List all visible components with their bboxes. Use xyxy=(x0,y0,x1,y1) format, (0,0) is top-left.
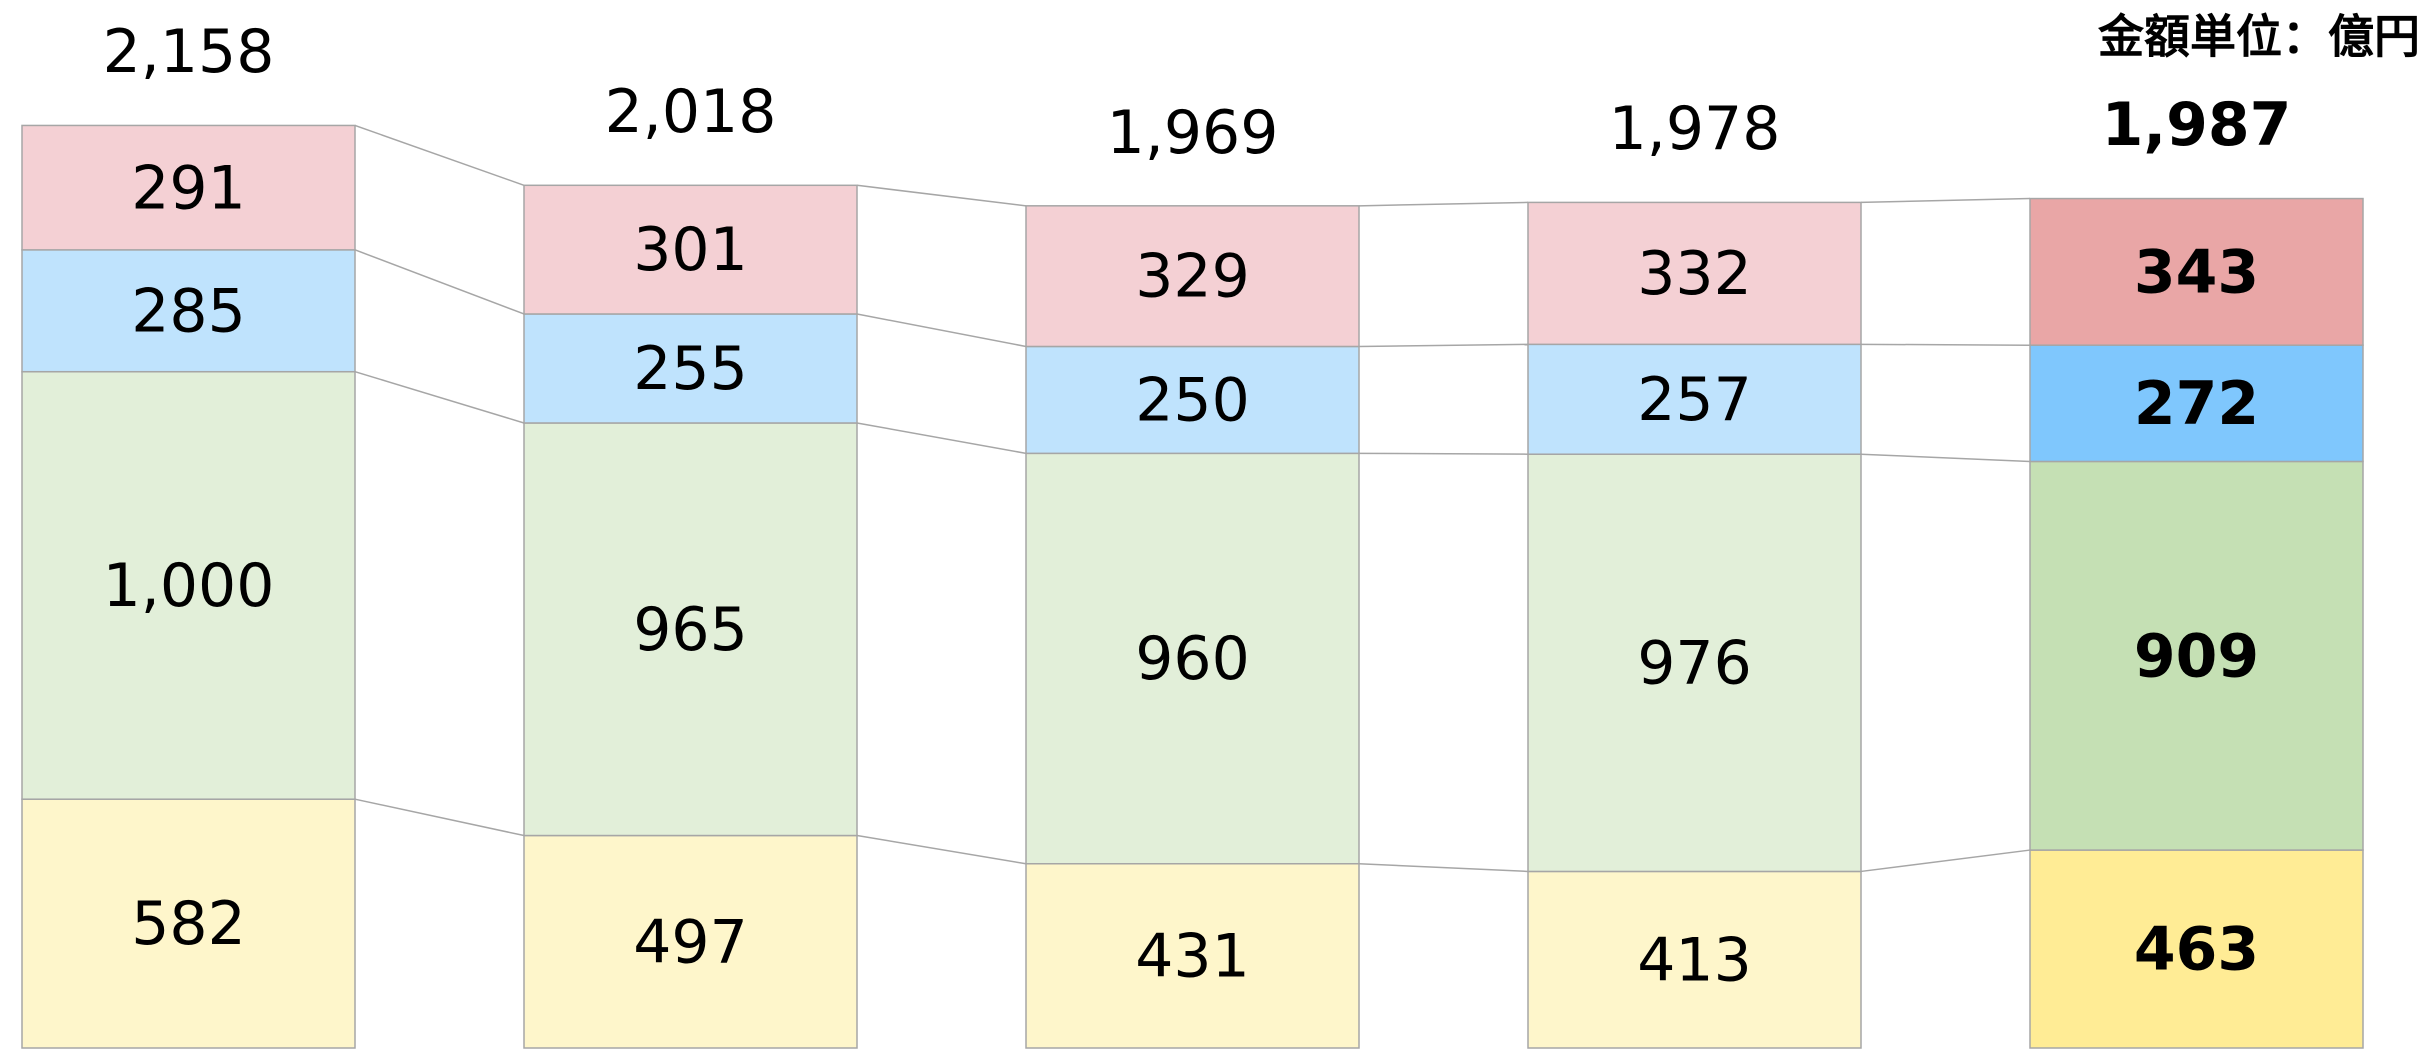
bar-segment xyxy=(1527,201,1862,346)
connector xyxy=(1358,862,1529,873)
total-label: 2,018 xyxy=(605,77,777,147)
connector xyxy=(856,184,1027,207)
total-label: 2,158 xyxy=(103,17,275,87)
unit-label: 金額単位：億円 xyxy=(2097,10,2420,64)
value-label: 285 xyxy=(131,276,246,346)
value-label: 582 xyxy=(131,889,246,959)
total-label: 1,978 xyxy=(1609,94,1781,164)
value-label: 343 xyxy=(2134,237,2259,307)
bar-segment xyxy=(21,798,356,1049)
value-label: 909 xyxy=(2134,621,2259,691)
value-label: 1,000 xyxy=(103,551,275,621)
value-label: 250 xyxy=(1135,366,1250,436)
value-label: 255 xyxy=(633,334,748,404)
connector xyxy=(856,834,1027,865)
value-label: 497 xyxy=(633,907,748,977)
bar-segment xyxy=(2029,197,2364,346)
value-label: 257 xyxy=(1637,365,1752,435)
bar-segment xyxy=(21,124,356,251)
bar-segment xyxy=(1025,862,1360,1049)
total-label: 1,969 xyxy=(1107,98,1279,168)
bar-segment xyxy=(523,834,858,1049)
connector xyxy=(354,798,525,837)
total-label: 1,987 xyxy=(2102,90,2292,160)
bar-segment xyxy=(523,422,858,837)
value-label: 960 xyxy=(1135,624,1250,694)
connector xyxy=(354,370,525,424)
value-label: 413 xyxy=(1637,925,1752,995)
bar-segment xyxy=(1527,870,1862,1049)
bar-segment xyxy=(2029,849,2364,1049)
bar-segment xyxy=(1025,345,1360,455)
bar-segment xyxy=(1527,343,1862,455)
value-label: 301 xyxy=(633,215,748,285)
value-label: 272 xyxy=(2134,369,2259,439)
value-label: 463 xyxy=(2134,915,2259,985)
value-label: 332 xyxy=(1637,239,1752,309)
connector xyxy=(856,422,1027,455)
connector xyxy=(1860,343,2031,346)
bar-segment xyxy=(523,313,858,424)
connector xyxy=(1358,201,1529,207)
bar-segment xyxy=(523,184,858,315)
connector xyxy=(354,124,525,187)
connector xyxy=(856,313,1027,348)
connector xyxy=(1860,453,2031,463)
connector xyxy=(1860,849,2031,873)
value-label: 329 xyxy=(1135,242,1250,312)
value-label: 291 xyxy=(131,153,246,223)
connector xyxy=(1358,343,1529,348)
bar-segment xyxy=(21,370,356,800)
value-label: 965 xyxy=(633,595,748,665)
connector xyxy=(1358,452,1529,455)
bar-segment xyxy=(2029,460,2364,851)
value-label: 431 xyxy=(1135,921,1250,991)
bar-segment xyxy=(1025,452,1360,865)
value-label: 976 xyxy=(1637,628,1752,698)
bar-segment xyxy=(2029,344,2364,463)
bar-segment xyxy=(1025,205,1360,348)
connector xyxy=(354,249,525,315)
connector xyxy=(1860,197,2031,204)
